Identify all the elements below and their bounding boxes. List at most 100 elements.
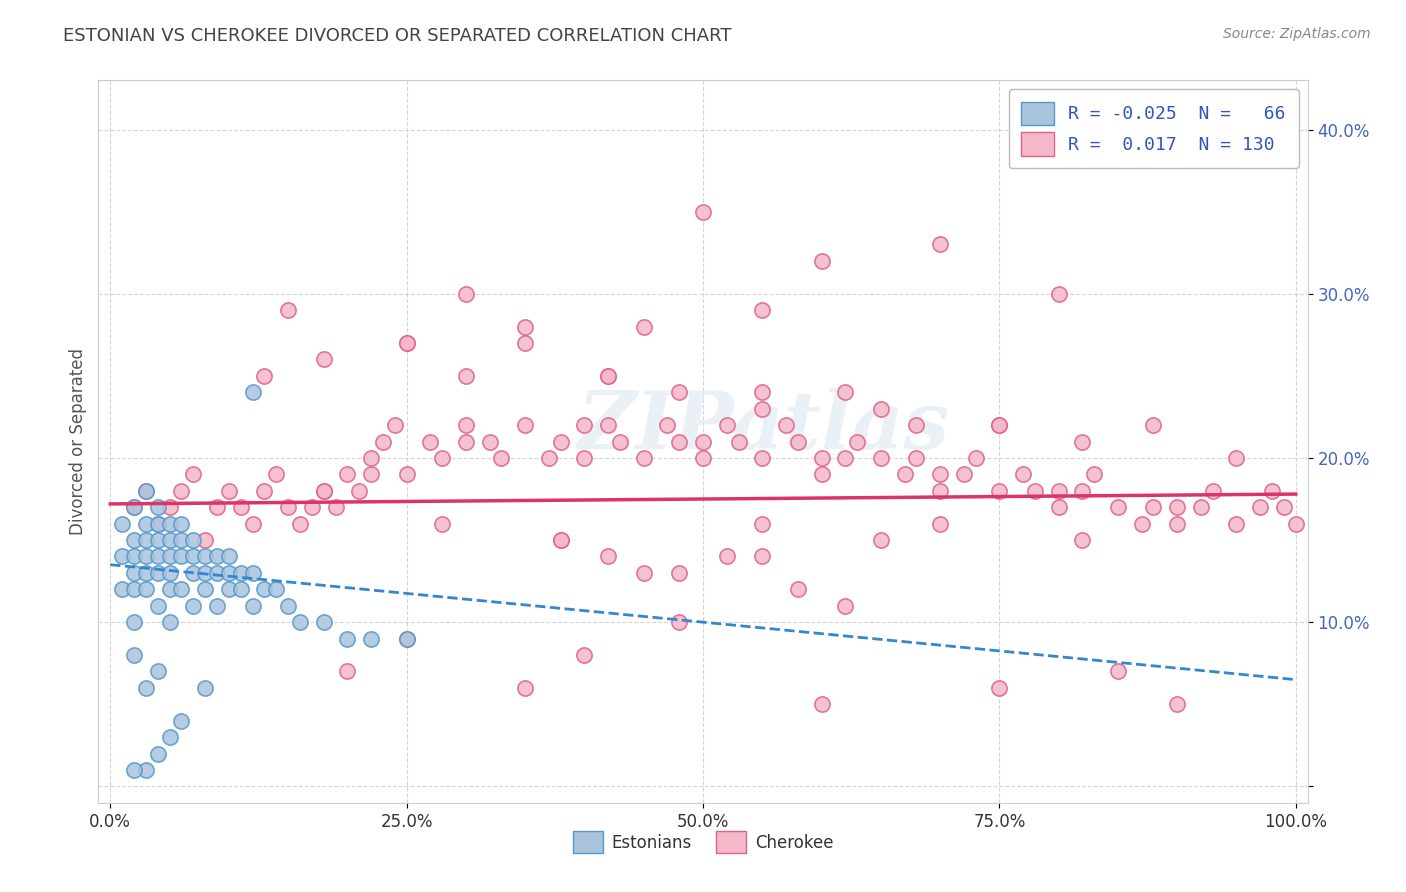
Point <box>122 549 145 564</box>
Point <box>288 615 311 630</box>
Point <box>395 632 418 646</box>
Point <box>170 516 193 531</box>
Point <box>146 599 169 613</box>
Point <box>1130 516 1153 531</box>
Point <box>122 500 145 515</box>
Point <box>727 434 749 449</box>
Point <box>432 516 454 531</box>
Point <box>929 237 952 252</box>
Point <box>111 549 134 564</box>
Point <box>988 418 1011 433</box>
Point <box>515 336 537 351</box>
Point <box>716 549 738 564</box>
Point <box>515 418 537 433</box>
Point <box>336 467 359 482</box>
Point <box>598 368 620 383</box>
Point <box>277 303 299 318</box>
Point <box>1166 500 1188 515</box>
Point <box>146 516 169 531</box>
Point <box>965 450 987 465</box>
Point <box>122 615 145 630</box>
Point <box>146 533 169 547</box>
Point <box>159 566 181 580</box>
Point <box>929 516 952 531</box>
Point <box>159 549 181 564</box>
Point <box>1107 500 1129 515</box>
Point <box>122 763 145 777</box>
Point <box>834 450 856 465</box>
Point <box>253 368 276 383</box>
Point <box>810 698 832 712</box>
Point <box>834 385 856 400</box>
Point <box>905 450 928 465</box>
Point <box>550 533 572 547</box>
Point <box>609 434 631 449</box>
Point <box>111 582 134 597</box>
Point <box>170 582 193 597</box>
Point <box>1107 665 1129 679</box>
Point <box>751 516 773 531</box>
Point <box>312 483 335 498</box>
Point <box>1225 516 1247 531</box>
Point <box>146 549 169 564</box>
Point <box>786 582 808 597</box>
Point <box>657 418 679 433</box>
Text: ZIPatlas: ZIPatlas <box>578 388 949 466</box>
Point <box>395 467 418 482</box>
Point <box>181 599 204 613</box>
Point <box>716 418 738 433</box>
Point <box>1272 500 1295 515</box>
Point <box>242 385 264 400</box>
Point <box>810 450 832 465</box>
Point <box>751 385 773 400</box>
Point <box>135 566 157 580</box>
Point <box>205 549 228 564</box>
Point <box>454 286 477 301</box>
Point <box>277 599 299 613</box>
Point <box>395 632 418 646</box>
Point <box>122 533 145 547</box>
Point <box>633 566 655 580</box>
Point <box>1012 467 1035 482</box>
Point <box>1202 483 1225 498</box>
Point <box>834 599 856 613</box>
Point <box>692 450 714 465</box>
Point <box>122 582 145 597</box>
Point <box>218 582 240 597</box>
Point <box>454 434 477 449</box>
Point <box>146 516 169 531</box>
Point <box>846 434 869 449</box>
Point <box>360 632 382 646</box>
Point <box>371 434 394 449</box>
Point <box>810 253 832 268</box>
Point <box>135 483 157 498</box>
Point <box>598 549 620 564</box>
Point <box>194 533 217 547</box>
Point <box>692 204 714 219</box>
Point <box>668 434 690 449</box>
Point <box>574 450 596 465</box>
Point <box>893 467 915 482</box>
Point <box>668 615 690 630</box>
Point <box>1166 516 1188 531</box>
Point <box>312 483 335 498</box>
Point <box>515 681 537 695</box>
Point <box>1189 500 1212 515</box>
Point <box>1024 483 1046 498</box>
Point <box>1249 500 1271 515</box>
Point <box>336 632 359 646</box>
Point <box>159 533 181 547</box>
Point <box>122 566 145 580</box>
Point <box>347 483 370 498</box>
Point <box>159 615 181 630</box>
Point <box>550 533 572 547</box>
Point <box>301 500 323 515</box>
Point <box>229 500 252 515</box>
Point <box>598 418 620 433</box>
Point <box>668 566 690 580</box>
Point <box>135 516 157 531</box>
Point <box>1261 483 1284 498</box>
Point <box>454 368 477 383</box>
Point <box>929 467 952 482</box>
Point <box>159 582 181 597</box>
